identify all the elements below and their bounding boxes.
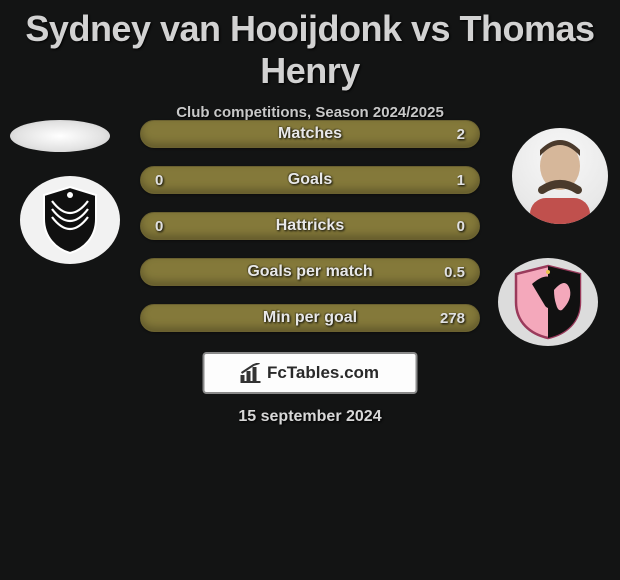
stat-row-hattricks: 0 Hattricks 0 [140, 212, 480, 240]
stat-right-value: 278 [440, 310, 465, 327]
stat-right-value: 0.5 [444, 264, 465, 281]
stat-row-matches: Matches 2 [140, 120, 480, 148]
stat-label: Matches [141, 125, 479, 143]
comparison-date: 15 september 2024 [0, 408, 620, 426]
stat-label: Min per goal [141, 309, 479, 327]
stat-right-value: 2 [457, 126, 465, 143]
comparison-subtitle: Club competitions, Season 2024/2025 [0, 104, 620, 121]
stat-label: Goals [141, 171, 479, 189]
stat-row-goals-per-match: Goals per match 0.5 [140, 258, 480, 286]
comparison-title: Sydney van Hooijdonk vs Thomas Henry [0, 0, 620, 92]
stats-container: Matches 2 0 Goals 1 0 Hattricks 0 Goals … [0, 120, 620, 350]
branding-label: FcTables.com [267, 363, 379, 383]
stat-label: Goals per match [141, 263, 479, 281]
bar-chart-icon [241, 363, 263, 383]
stat-right-value: 1 [457, 172, 465, 189]
stat-row-goals: 0 Goals 1 [140, 166, 480, 194]
stat-label: Hattricks [141, 217, 479, 235]
stat-row-min-per-goal: Min per goal 278 [140, 304, 480, 332]
branding-box: FcTables.com [203, 352, 418, 394]
stat-right-value: 0 [457, 218, 465, 235]
